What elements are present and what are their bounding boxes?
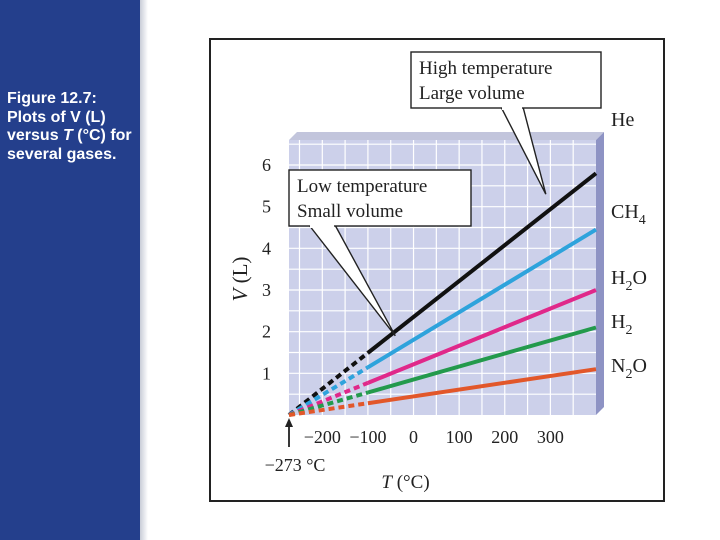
chart-svg: 1 2 3 4 5 6 −200 −100 0 100 200 300 V (L) T (°C) −273…	[228, 51, 647, 493]
series-line-measured	[367, 288, 597, 385]
series-line-extrapolated	[287, 351, 370, 417]
slide-sidebar	[0, 0, 140, 540]
series-line-measured	[367, 367, 597, 406]
series-label-tail: O	[632, 355, 646, 377]
series-line-extrapolated	[287, 365, 369, 417]
series-label-subscript: 2	[625, 367, 632, 382]
x-tick-label: 0	[409, 427, 418, 447]
sidebar-shadow	[140, 0, 148, 540]
callout-box	[410, 51, 602, 109]
series-label-main: H	[611, 311, 625, 333]
intercept-arrow-head	[285, 418, 293, 427]
y-tick-label: 5	[262, 197, 271, 217]
series-line-measured	[367, 325, 597, 395]
x-tick-label: 100	[446, 427, 473, 447]
y-tick-label: 1	[262, 363, 271, 383]
x-tick-label: −100	[349, 427, 386, 447]
caption-variable-t: T	[63, 127, 73, 144]
plot-side-face	[596, 132, 604, 415]
series-label: N2O	[611, 355, 647, 382]
callout-box	[288, 169, 472, 227]
x-axis-label-unit: (°C)	[392, 472, 430, 493]
callout-text-line: Small volume	[297, 201, 403, 222]
y-tick-label: 6	[262, 155, 271, 175]
callout-text-line: High temperature	[419, 58, 552, 79]
series-label-text: He	[611, 109, 634, 131]
caption-text-2: (°C) for several gases.	[7, 127, 132, 163]
y-axis-label-variable: V	[228, 287, 252, 302]
series-label: H2O	[611, 267, 647, 294]
x-axis-label: T (°C)	[381, 472, 429, 493]
intercept-label: −273 °C	[265, 455, 326, 475]
series-label-subscript: 2	[625, 279, 632, 294]
series-line-extrapolated	[288, 401, 369, 417]
callout-text-line: Large volume	[419, 83, 525, 104]
x-tick-label: 200	[491, 427, 518, 447]
series-label: CH4	[611, 201, 646, 228]
series-label-main: N	[611, 355, 625, 377]
caption-text-1: Figure 12.7: Plots of V (L) versus	[7, 90, 106, 144]
series-label-tail: O	[632, 267, 646, 289]
callout-pointer-join	[310, 223, 334, 228]
callout-text-line: Low temperature	[297, 176, 427, 197]
figure-caption: Figure 12.7: Plots of V (L) versus T (°C…	[7, 90, 135, 164]
y-tick-label: 3	[262, 280, 271, 300]
y-tick-label: 4	[262, 238, 271, 258]
callout-pointer-join	[502, 105, 522, 110]
y-tick-label: 2	[262, 322, 271, 342]
series-label-main: CH	[611, 201, 639, 223]
chart-frame: 1 2 3 4 5 6 −200 −100 0 100 200 300 V (L) T (°C) −273…	[209, 38, 665, 502]
y-axis-label: V (L)	[228, 257, 252, 302]
series-label-subscript: 4	[639, 213, 646, 228]
series-line-measured	[366, 171, 598, 355]
series-label: He	[611, 109, 634, 131]
x-tick-label: 300	[537, 427, 564, 447]
series-label: H2	[611, 311, 632, 338]
plot-top-face	[289, 132, 604, 140]
x-tick-label: −200	[304, 427, 341, 447]
x-axis-label-variable: T	[381, 472, 393, 493]
series-line-measured	[366, 227, 598, 370]
y-axis-label-unit: (L)	[228, 257, 252, 289]
series-label-main: H	[611, 267, 625, 289]
series-label-subscript: 2	[625, 323, 632, 338]
